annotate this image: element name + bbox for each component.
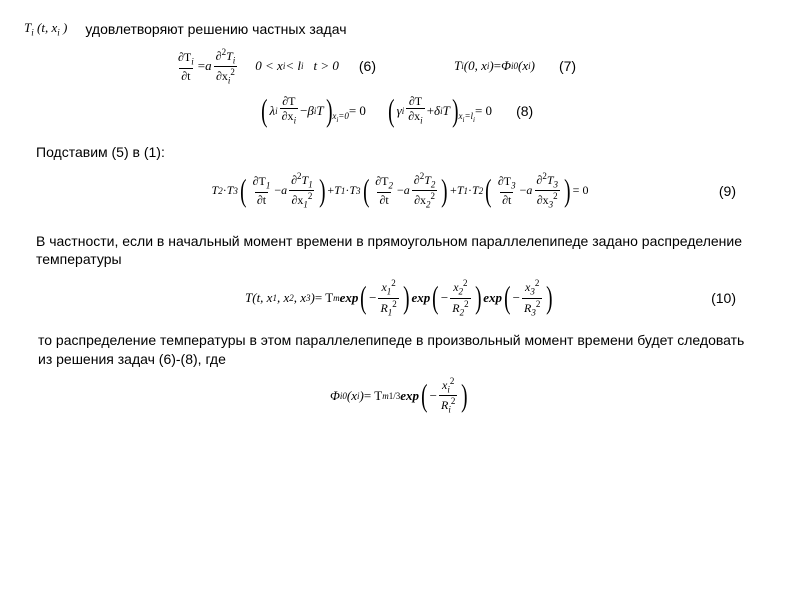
eq8-left: ( λi ∂T ∂xi − βiT ) xi=0 = 0 <box>259 95 366 125</box>
eq9: T2 · T3 ( ∂T1∂t − a ∂2T1∂x12 ) + T1 · T3… <box>212 172 589 210</box>
eq6-label: (6) <box>359 58 376 74</box>
line-3: В частности, если в начальный момент вре… <box>24 232 776 270</box>
eq-9-row: T2 · T3 ( ∂T1∂t − a ∂2T1∂x12 ) + T1 · T3… <box>24 172 776 210</box>
line1-text: удовлетворяют решению частных задач <box>85 21 346 37</box>
eq11: Φi0 (xi ) = Tm1/3 exp ( − xi2Ri2 ) <box>330 377 470 415</box>
line4-text: то распределение температуры в этом пара… <box>38 331 758 369</box>
eq9-label: (9) <box>719 183 736 199</box>
eq7: Ti (0, xi ) = Φi0 (xi ) <box>454 58 535 74</box>
eq7-label: (7) <box>559 58 576 74</box>
eq8-right: ( γi ∂T ∂xi + δiT ) xi=li = 0 <box>386 95 492 125</box>
line2-text: Подставим (5) в (1): <box>36 144 165 160</box>
eq-11-row: Φi0 (xi ) = Tm1/3 exp ( − xi2Ri2 ) <box>24 377 776 415</box>
line1-math: Ti (t, xi ) <box>24 20 67 38</box>
eq6: ∂Ti ∂t = a ∂2Ti ∂xi2 0 < xi < li t > 0 <box>174 48 339 86</box>
eq10-label: (10) <box>711 290 736 306</box>
eq8-label: (8) <box>516 103 533 119</box>
line-2: Подставим (5) в (1): <box>24 144 776 160</box>
eq-6-7-row: ∂Ti ∂t = a ∂2Ti ∂xi2 0 < xi < li t > 0 (… <box>24 48 776 86</box>
eq-10-row: T (t, x1, x2, x3 ) = Tm exp ( − x12R12 )… <box>24 279 776 317</box>
line3-text: В частности, если в начальный момент вре… <box>36 232 756 270</box>
eq10: T (t, x1, x2, x3 ) = Tm exp ( − x12R12 )… <box>245 279 555 317</box>
eq-8-row: ( λi ∂T ∂xi − βiT ) xi=0 = 0 ( γi ∂T ∂xi… <box>24 95 776 125</box>
line-1: Ti (t, xi ) удовлетворяют решению частны… <box>24 20 776 38</box>
line-4: то распределение температуры в этом пара… <box>24 331 776 369</box>
